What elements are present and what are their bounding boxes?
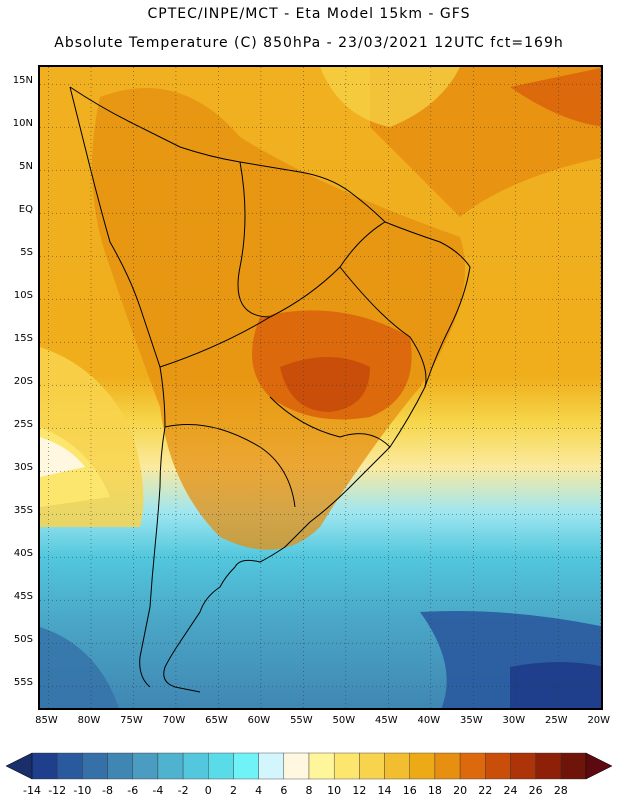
lat-tick-label: 45S — [13, 591, 33, 603]
colorbar-tick-label: -8 — [102, 784, 114, 797]
colorbar-swatch — [233, 752, 259, 780]
colorbar-min-arrow — [5, 752, 33, 780]
lon-tick-label: 20W — [587, 715, 611, 726]
lat-tick-label: 10N — [12, 118, 33, 130]
lon-tick-label: 85W — [35, 715, 58, 726]
colorbar-swatch — [535, 752, 562, 780]
map-subtitle: Absolute Temperature (C) 850hPa - 23/03/… — [54, 35, 564, 51]
colorbar-tick-label: 16 — [402, 784, 417, 797]
colorbar-tick-label: -2 — [177, 784, 189, 797]
lat-tick-label: 15S — [13, 333, 33, 345]
colorbar-tick-label: 10 — [327, 784, 342, 797]
mild-region — [320, 67, 460, 127]
colorbar-tick-label: 20 — [453, 784, 468, 797]
lat-tick-label: 55S — [13, 677, 33, 689]
lon-tick-label: 30W — [502, 715, 526, 726]
lon-tick-label: 70W — [162, 715, 186, 726]
colorbar-tick-label: -6 — [127, 784, 139, 797]
lat-tick-label: 40S — [13, 548, 33, 560]
colorbar-tick-label: 26 — [528, 784, 543, 797]
colorbar-swatch — [485, 752, 511, 780]
lon-tick-label: 50W — [332, 715, 356, 726]
coastline — [69, 86, 471, 693]
colorbar-tick-label: -10 — [73, 784, 92, 797]
hot-core — [280, 357, 370, 412]
colorbar-tick-label: -4 — [152, 784, 164, 797]
colorbar-swatch — [82, 752, 108, 780]
cold-region — [40, 627, 119, 708]
lon-tick-label: 40W — [417, 715, 441, 726]
colorbar-swatch — [208, 752, 234, 780]
colorbar-tick-label: 14 — [377, 784, 392, 797]
lat-tick-label: 50S — [13, 634, 33, 646]
lon-tick-label: 45W — [375, 715, 398, 726]
colorbar-swatch — [132, 752, 159, 780]
lat-tick-label: 25S — [13, 419, 33, 431]
colorbar-tick-label: 18 — [427, 784, 442, 797]
lon-tick-label: 80W — [77, 715, 101, 726]
colorbar-tick-label: 6 — [280, 784, 288, 797]
cool-region — [40, 437, 85, 477]
cold-region — [510, 662, 601, 708]
colorbar-tick-label: 24 — [503, 784, 518, 797]
colorbar-swatch — [182, 752, 209, 780]
lon-tick-label: 65W — [205, 715, 228, 726]
colorbar-swatch — [510, 752, 536, 780]
map-title: CPTEC/INPE/MCT - Eta Model 15km - GFS — [147, 6, 471, 22]
colorbar-tick-label: 22 — [478, 784, 493, 797]
lat-tick-label: 15N — [12, 75, 33, 87]
colorbar-max-arrow — [585, 752, 613, 780]
lat-tick-label: 10S — [13, 290, 33, 302]
colorbar-tick-label: 4 — [255, 784, 263, 797]
colorbar-swatch — [107, 752, 133, 780]
colorbar-swatch — [359, 752, 385, 780]
lon-tick-label: 55W — [290, 715, 313, 726]
colorbar-swatch — [31, 752, 58, 780]
lon-tick-label: 35W — [459, 715, 483, 726]
colorbar-tick-label: 0 — [204, 784, 212, 797]
colorbar-swatch — [333, 752, 360, 780]
colorbar-tick-label: 12 — [352, 784, 367, 797]
colorbar-swatch — [434, 752, 461, 780]
colorbar-tick-label: 28 — [553, 784, 568, 797]
colorbar-tick-label: -12 — [48, 784, 67, 797]
colorbar-swatch — [157, 752, 184, 780]
colorbar-swatch — [459, 752, 486, 780]
colorbar-swatch — [258, 752, 285, 780]
colorbar-swatch — [308, 752, 335, 780]
lat-tick-label: 35S — [13, 505, 33, 517]
lat-tick-label: 30S — [13, 462, 33, 474]
lon-tick-label: 25W — [544, 715, 568, 726]
colorbar-swatch — [384, 752, 410, 780]
colorbar-swatch — [56, 752, 83, 780]
colorbar-swatch — [560, 752, 587, 780]
colorbar-tick-label: 8 — [305, 784, 313, 797]
colorbar-swatch — [283, 752, 310, 780]
colorbar-tick-label: -14 — [23, 784, 41, 797]
colorbar-swatch — [409, 752, 436, 780]
map-canvas — [40, 67, 601, 708]
temperature-map — [38, 65, 603, 710]
lon-tick-label: 60W — [247, 715, 271, 726]
colorbar-tick-label: 2 — [229, 784, 237, 797]
lon-tick-label: 75W — [120, 715, 143, 726]
lat-tick-label: 20S — [13, 376, 33, 388]
lat-tick-label: EQ — [18, 204, 33, 216]
warm-region — [510, 67, 601, 127]
lat-tick-label: 5S — [20, 247, 33, 259]
lat-tick-label: 5N — [19, 161, 33, 173]
